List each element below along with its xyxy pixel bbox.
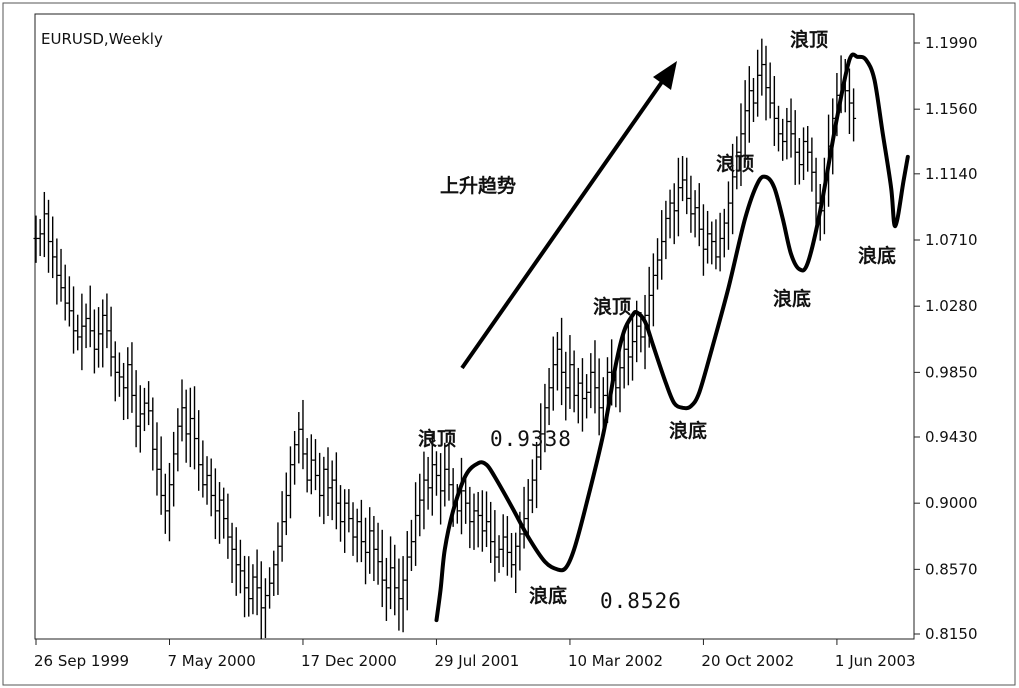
x-tick-label: 7 May 2000 (167, 652, 255, 670)
y-tick-label: 0.9850 (925, 363, 978, 381)
trough-1-value: 0.8526 (600, 589, 682, 613)
x-tick-label: 26 Sep 1999 (34, 652, 129, 670)
trend-arrow (460, 61, 677, 370)
trend-arrow-shaft (460, 77, 666, 370)
trough-3-label: 浪底 (773, 287, 811, 310)
y-tick-label: 1.1140 (925, 165, 978, 183)
peak-1-label: 浪顶 (418, 427, 456, 450)
trough-2-label: 浪底 (669, 419, 707, 442)
y-axis: 1.1990 1.1560 1.1140 1.0710 1.0280 0.9850 0.94… (914, 34, 978, 643)
chart-title: EURUSD,Weekly (41, 30, 163, 48)
peak-2-label: 浪顶 (593, 295, 631, 318)
trend-arrow-head (653, 61, 677, 90)
y-tick-label: 0.9000 (925, 494, 978, 512)
y-tick-label: 1.1990 (925, 34, 978, 52)
y-tick-label: 1.0710 (925, 231, 978, 249)
trough-4-label: 浪底 (858, 244, 896, 267)
y-tick-label: 0.8150 (925, 625, 978, 643)
peak-1-value: 0.9338 (490, 427, 572, 451)
price-bar (851, 88, 857, 142)
peak-4-label: 浪顶 (790, 28, 828, 51)
x-tick-label: 10 Mar 2002 (568, 652, 663, 670)
x-tick-label: 1 Jun 2003 (835, 652, 916, 670)
wave-curve (434, 52, 910, 623)
y-tick-label: 0.9430 (925, 428, 978, 446)
x-tick-label: 29 Jul 2001 (434, 652, 519, 670)
peak-3-label: 浪顶 (716, 152, 754, 175)
x-tick-label: 20 Oct 2002 (701, 652, 794, 670)
trend-label: 上升趋势 (440, 174, 516, 197)
trough-1-label: 浪底 (529, 584, 567, 607)
x-axis: 26 Sep 1999 7 May 2000 17 Dec 2000 29 Jul 2… (34, 639, 916, 670)
y-tick-label: 1.0280 (925, 297, 978, 315)
x-tick-label: 17 Dec 2000 (301, 652, 397, 670)
y-tick-label: 1.1560 (925, 100, 978, 118)
y-tick-label: 0.8570 (925, 560, 978, 578)
price-bars (33, 38, 857, 639)
